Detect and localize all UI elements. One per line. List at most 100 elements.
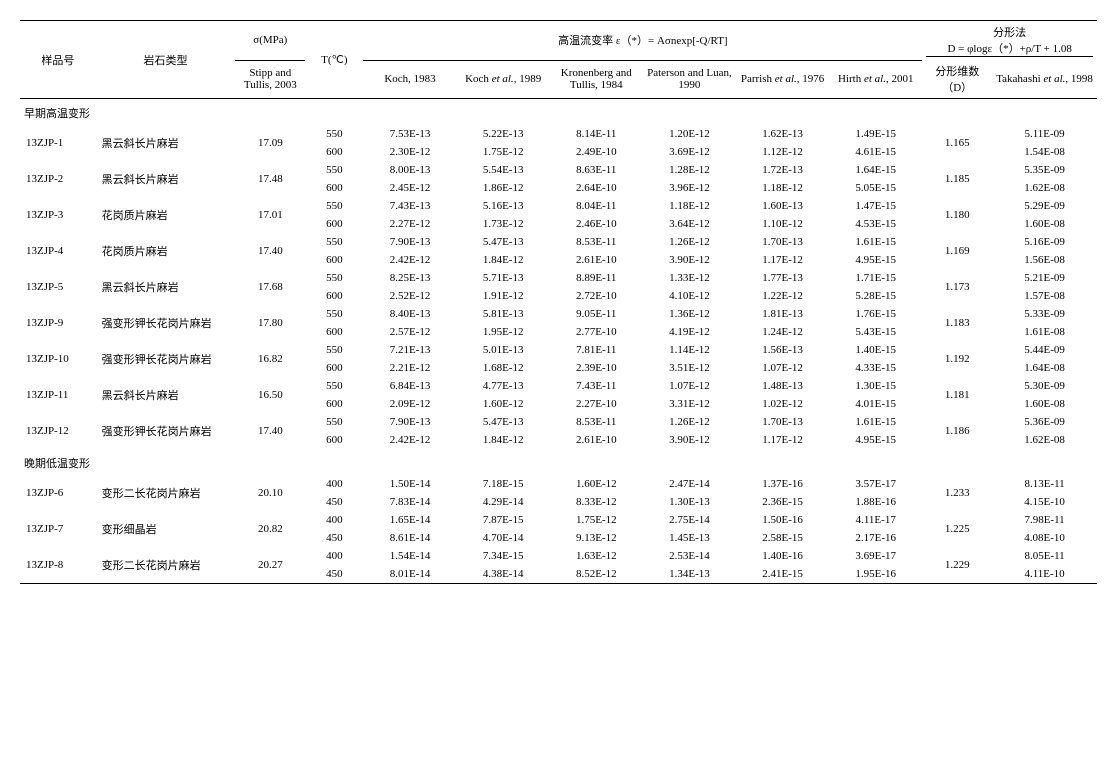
cell-value: 2.64E-10 [550, 179, 643, 197]
cell-takahashi: 1.57E-08 [992, 287, 1097, 305]
fractal-title: 分形法 [926, 24, 1093, 40]
cell-value: 2.77E-10 [550, 323, 643, 341]
cell-fractal-d: 1.186 [922, 413, 992, 449]
cell-value: 1.17E-12 [736, 251, 829, 269]
cell-takahashi: 1.54E-08 [992, 143, 1097, 161]
cell-fractal-d: 1.181 [922, 377, 992, 413]
cell-value: 7.43E-13 [363, 197, 456, 215]
cell-value: 3.69E-12 [643, 143, 736, 161]
table-row: 13ZJP-8变形二长花岗片麻岩20.274001.54E-147.34E-15… [20, 547, 1097, 565]
section-row: 早期高温变形 [20, 99, 1097, 126]
cell-value: 1.20E-12 [643, 125, 736, 143]
cell-temp: 400 [305, 547, 363, 565]
cell-takahashi: 1.56E-08 [992, 251, 1097, 269]
cell-value: 1.33E-12 [643, 269, 736, 287]
cell-sample: 13ZJP-1 [20, 125, 96, 161]
cell-value: 7.90E-13 [363, 413, 456, 431]
cell-sigma: 17.68 [235, 269, 305, 305]
cell-value: 2.47E-14 [643, 475, 736, 493]
cell-value: 4.29E-14 [457, 493, 550, 511]
cell-takahashi: 5.36E-09 [992, 413, 1097, 431]
cell-fractal-d: 1.192 [922, 341, 992, 377]
cell-value: 1.54E-14 [363, 547, 456, 565]
cell-value: 5.22E-13 [457, 125, 550, 143]
cell-temp: 550 [305, 413, 363, 431]
header-hirth: Hirth et al., 2001 [829, 60, 922, 99]
cell-value: 1.76E-15 [829, 305, 922, 323]
header-sigma-sub: Stipp and Tullis, 2003 [235, 60, 305, 99]
cell-value: 1.70E-13 [736, 233, 829, 251]
cell-rock: 黑云斜长片麻岩 [96, 161, 236, 197]
cell-value: 1.40E-15 [829, 341, 922, 359]
cell-temp: 600 [305, 251, 363, 269]
cell-temp: 550 [305, 161, 363, 179]
cell-value: 1.07E-12 [736, 359, 829, 377]
cell-value: 1.81E-13 [736, 305, 829, 323]
cell-value: 1.28E-12 [643, 161, 736, 179]
cell-value: 7.81E-11 [550, 341, 643, 359]
cell-value: 2.21E-12 [363, 359, 456, 377]
cell-sigma: 17.48 [235, 161, 305, 197]
cell-value: 1.26E-12 [643, 413, 736, 431]
cell-value: 8.63E-11 [550, 161, 643, 179]
cell-value: 1.37E-16 [736, 475, 829, 493]
cell-value: 1.71E-15 [829, 269, 922, 287]
cell-value: 8.00E-13 [363, 161, 456, 179]
cell-sigma: 17.80 [235, 305, 305, 341]
cell-temp: 600 [305, 359, 363, 377]
table-row: 13ZJP-3花岗质片麻岩17.015507.43E-135.16E-138.0… [20, 197, 1097, 215]
header-takahashi: Takahashi et al., 1998 [992, 60, 1097, 99]
cell-value: 9.13E-12 [550, 529, 643, 547]
header-sigma: σ(MPa) [235, 21, 305, 61]
cell-takahashi: 5.29E-09 [992, 197, 1097, 215]
cell-sigma: 17.01 [235, 197, 305, 233]
cell-value: 4.95E-15 [829, 431, 922, 449]
cell-temp: 400 [305, 475, 363, 493]
cell-rock: 变形二长花岗片麻岩 [96, 475, 236, 511]
cell-takahashi: 5.30E-09 [992, 377, 1097, 395]
cell-value: 2.52E-12 [363, 287, 456, 305]
table-row: 13ZJP-5黑云斜长片麻岩17.685508.25E-135.71E-138.… [20, 269, 1097, 287]
cell-value: 5.28E-15 [829, 287, 922, 305]
header-rock: 岩石类型 [96, 21, 236, 99]
cell-value: 1.61E-15 [829, 233, 922, 251]
cell-value: 1.36E-12 [643, 305, 736, 323]
cell-value: 1.30E-13 [643, 493, 736, 511]
cell-value: 2.58E-15 [736, 529, 829, 547]
cell-value: 1.48E-13 [736, 377, 829, 395]
header-paterson: Paterson and Luan, 1990 [643, 60, 736, 99]
cell-value: 2.42E-12 [363, 431, 456, 449]
cell-temp: 600 [305, 323, 363, 341]
cell-value: 1.26E-12 [643, 233, 736, 251]
cell-value: 1.17E-12 [736, 431, 829, 449]
cell-sample: 13ZJP-7 [20, 511, 96, 547]
cell-sample: 13ZJP-11 [20, 377, 96, 413]
cell-value: 5.81E-13 [457, 305, 550, 323]
cell-temp: 600 [305, 215, 363, 233]
cell-value: 4.11E-17 [829, 511, 922, 529]
cell-value: 1.50E-16 [736, 511, 829, 529]
cell-value: 8.40E-13 [363, 305, 456, 323]
cell-value: 1.75E-12 [457, 143, 550, 161]
cell-value: 1.63E-12 [550, 547, 643, 565]
cell-takahashi: 1.64E-08 [992, 359, 1097, 377]
cell-temp: 450 [305, 529, 363, 547]
cell-value: 8.52E-12 [550, 565, 643, 584]
cell-value: 5.16E-13 [457, 197, 550, 215]
header-parrish: Parrish et al., 1976 [736, 60, 829, 99]
cell-value: 4.38E-14 [457, 565, 550, 584]
cell-sigma: 20.10 [235, 475, 305, 511]
cell-value: 2.46E-10 [550, 215, 643, 233]
cell-value: 8.89E-11 [550, 269, 643, 287]
header-kronenberg: Kronenberg and Tullis, 1984 [550, 60, 643, 99]
cell-fractal-d: 1.165 [922, 125, 992, 161]
cell-takahashi: 8.05E-11 [992, 547, 1097, 565]
cell-value: 4.70E-14 [457, 529, 550, 547]
cell-temp: 600 [305, 143, 363, 161]
cell-value: 4.33E-15 [829, 359, 922, 377]
cell-value: 2.57E-12 [363, 323, 456, 341]
cell-value: 8.04E-11 [550, 197, 643, 215]
cell-takahashi: 4.11E-10 [992, 565, 1097, 584]
header-temp: T(℃) [305, 21, 363, 99]
cell-value: 1.73E-12 [457, 215, 550, 233]
